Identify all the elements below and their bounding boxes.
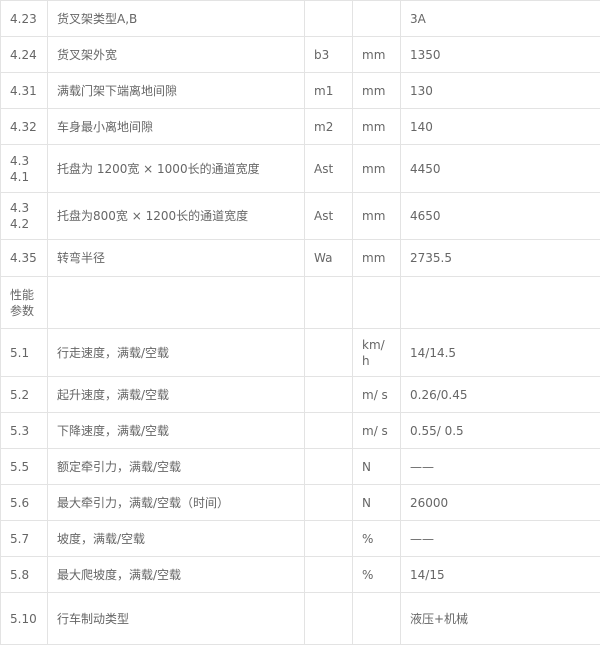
cell-unit: N bbox=[353, 449, 401, 485]
cell-name: 额定牵引力，满载/空载 bbox=[48, 449, 305, 485]
cell-val: 3A bbox=[401, 1, 600, 37]
cell-name: 车身最小离地间隙 bbox=[48, 109, 305, 145]
cell-val: 0.26/0.45 bbox=[401, 377, 600, 413]
cell-val: 0.55/ 0.5 bbox=[401, 413, 600, 449]
cell-name: 货叉架外宽 bbox=[48, 37, 305, 73]
cell-unit: mm bbox=[353, 145, 401, 193]
cell-no: 5.3 bbox=[1, 413, 48, 449]
cell-no: 4.3 4.1 bbox=[1, 145, 48, 193]
cell-no: 性能参数 bbox=[1, 277, 48, 329]
cell-val: —— bbox=[401, 521, 600, 557]
cell-no: 4.23 bbox=[1, 1, 48, 37]
cell-val: 液压+机械 bbox=[401, 593, 600, 645]
cell-name: 货叉架类型A,B bbox=[48, 1, 305, 37]
cell-val: 14/15 bbox=[401, 557, 600, 593]
cell-name bbox=[48, 277, 305, 329]
cell-sym bbox=[305, 557, 353, 593]
cell-sym: Ast bbox=[305, 145, 353, 193]
cell-sym bbox=[305, 1, 353, 37]
cell-unit: N bbox=[353, 485, 401, 521]
cell-name: 行走速度，满载/空载 bbox=[48, 329, 305, 377]
cell-unit bbox=[353, 277, 401, 329]
cell-sym bbox=[305, 593, 353, 645]
cell-unit bbox=[353, 1, 401, 37]
cell-sym: m1 bbox=[305, 73, 353, 109]
cell-sym bbox=[305, 485, 353, 521]
cell-unit bbox=[353, 593, 401, 645]
cell-sym: b3 bbox=[305, 37, 353, 73]
cell-name: 满载门架下端离地间隙 bbox=[48, 73, 305, 109]
cell-sym: Ast bbox=[305, 193, 353, 240]
cell-unit: m/ s bbox=[353, 413, 401, 449]
cell-no: 5.2 bbox=[1, 377, 48, 413]
cell-unit: % bbox=[353, 521, 401, 557]
cell-name: 最大爬坡度，满载/空载 bbox=[48, 557, 305, 593]
cell-val: 4650 bbox=[401, 193, 600, 240]
cell-name: 托盘为800宽 × 1200长的通道宽度 bbox=[48, 193, 305, 240]
cell-no: 4.31 bbox=[1, 73, 48, 109]
cell-unit: mm bbox=[353, 109, 401, 145]
cell-sym bbox=[305, 377, 353, 413]
cell-sym bbox=[305, 521, 353, 557]
cell-unit: m/ s bbox=[353, 377, 401, 413]
cell-no: 5.1 bbox=[1, 329, 48, 377]
cell-val: —— bbox=[401, 449, 600, 485]
cell-val: 130 bbox=[401, 73, 600, 109]
cell-unit: mm bbox=[353, 193, 401, 240]
cell-unit: % bbox=[353, 557, 401, 593]
cell-no: 5.8 bbox=[1, 557, 48, 593]
cell-no: 4.32 bbox=[1, 109, 48, 145]
cell-unit: mm bbox=[353, 37, 401, 73]
cell-val: 26000 bbox=[401, 485, 600, 521]
cell-no: 5.10 bbox=[1, 593, 48, 645]
cell-val: 4450 bbox=[401, 145, 600, 193]
cell-sym bbox=[305, 329, 353, 377]
cell-val bbox=[401, 277, 600, 329]
cell-val: 140 bbox=[401, 109, 600, 145]
cell-sym bbox=[305, 413, 353, 449]
cell-name: 最大牵引力，满载/空载（时间） bbox=[48, 485, 305, 521]
cell-sym: Wa bbox=[305, 240, 353, 277]
cell-no: 5.6 bbox=[1, 485, 48, 521]
cell-no: 5.7 bbox=[1, 521, 48, 557]
cell-name: 行车制动类型 bbox=[48, 593, 305, 645]
cell-name: 转弯半径 bbox=[48, 240, 305, 277]
cell-sym bbox=[305, 277, 353, 329]
cell-name: 托盘为 1200宽 × 1000长的通道宽度 bbox=[48, 145, 305, 193]
cell-val: 1350 bbox=[401, 37, 600, 73]
cell-unit: mm bbox=[353, 73, 401, 109]
cell-no: 5.5 bbox=[1, 449, 48, 485]
cell-name: 坡度，满载/空载 bbox=[48, 521, 305, 557]
cell-no: 4.3 4.2 bbox=[1, 193, 48, 240]
cell-sym: m2 bbox=[305, 109, 353, 145]
cell-no: 4.35 bbox=[1, 240, 48, 277]
cell-sym bbox=[305, 449, 353, 485]
cell-name: 起升速度，满载/空载 bbox=[48, 377, 305, 413]
cell-val: 14/14.5 bbox=[401, 329, 600, 377]
cell-unit: km/h bbox=[353, 329, 401, 377]
cell-name: 下降速度，满载/空载 bbox=[48, 413, 305, 449]
table-row: 性能参数 bbox=[1, 277, 600, 329]
cell-val: 2735.5 bbox=[401, 240, 600, 277]
cell-unit: mm bbox=[353, 240, 401, 277]
cell-no: 4.24 bbox=[1, 37, 48, 73]
